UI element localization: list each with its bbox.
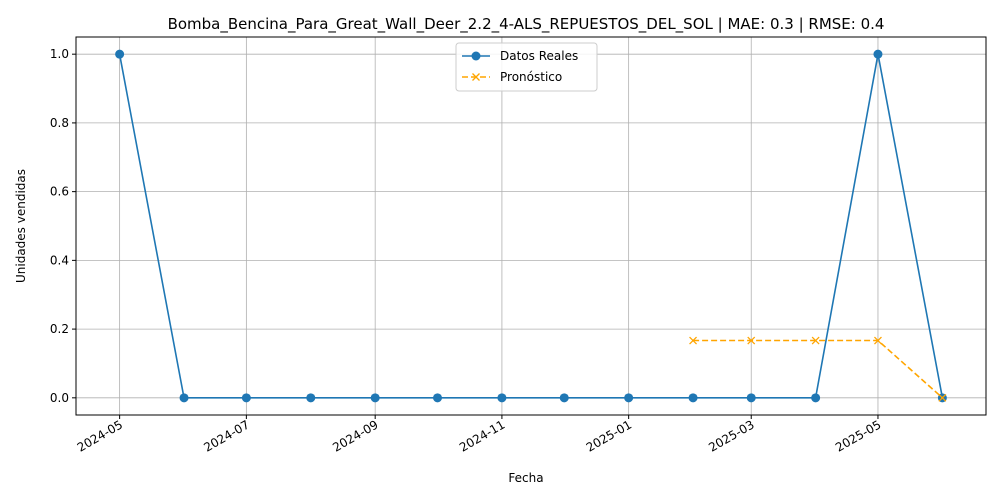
legend-box bbox=[455, 42, 598, 92]
x-tick-label: 2025-05 bbox=[833, 417, 883, 454]
x-tick-label: 2025-01 bbox=[584, 417, 634, 454]
data-point bbox=[115, 49, 125, 59]
forecast-point bbox=[811, 336, 820, 345]
data-point bbox=[688, 393, 698, 403]
x-tick-label: 2025-03 bbox=[706, 417, 756, 454]
x-marker-stroke bbox=[472, 73, 480, 81]
series-line-1 bbox=[118, 54, 944, 399]
legend-marker bbox=[472, 73, 480, 81]
x-marker-stroke bbox=[811, 336, 820, 345]
forecast-point bbox=[874, 336, 882, 345]
data-point bbox=[624, 393, 634, 403]
data-point bbox=[306, 393, 316, 403]
data-point bbox=[179, 393, 189, 403]
grid-lines bbox=[76, 37, 986, 415]
chart-title: Bomba_Bencina_Para_Great_Wall_Deer_2.2_4… bbox=[168, 15, 885, 34]
data-point bbox=[370, 393, 380, 403]
forecast-point bbox=[689, 336, 698, 345]
data-point bbox=[873, 49, 883, 59]
legend-marker bbox=[471, 51, 481, 61]
y-tick-label: 0.0 bbox=[50, 391, 69, 405]
forecast-point bbox=[938, 393, 947, 402]
y-tick-label: 0.2 bbox=[50, 322, 69, 336]
y-tick-label: 1.0 bbox=[50, 47, 69, 61]
data-point bbox=[811, 393, 821, 403]
y-tick-label: 0.4 bbox=[50, 253, 69, 267]
y-tick-label: 0.6 bbox=[50, 185, 69, 199]
x-tick-label: 2024-05 bbox=[75, 417, 125, 454]
data-point bbox=[559, 393, 569, 403]
y-axis-title: Unidades vendidas bbox=[14, 169, 28, 283]
y-tick-label: 0.8 bbox=[50, 116, 69, 130]
x-tick-label: 2024-09 bbox=[330, 417, 380, 454]
x-marker-stroke bbox=[938, 393, 947, 402]
data-point bbox=[241, 393, 251, 403]
x-axis-title: Fecha bbox=[508, 471, 543, 485]
legend-label: Datos Reales bbox=[500, 49, 578, 63]
x-marker-stroke bbox=[689, 336, 698, 345]
x-marker-stroke bbox=[874, 336, 882, 345]
x-tick-label: 2024-11 bbox=[457, 417, 507, 454]
data-point bbox=[746, 393, 756, 403]
series-layer bbox=[115, 49, 947, 403]
axis-ticks: 0.0 0.2 0.4 0.6 0.8 1.0 2024-05 2024-07 2024-09 2… bbox=[50, 47, 884, 454]
x-tick-label: 2024-07 bbox=[201, 417, 251, 454]
plot-frame bbox=[75, 36, 987, 416]
legend-label: Pronóstico bbox=[500, 70, 562, 84]
data-point bbox=[497, 393, 507, 403]
forecast-point bbox=[747, 336, 756, 345]
legend: Datos Reales Pronóstico bbox=[455, 42, 598, 92]
x-marker-stroke bbox=[747, 336, 756, 345]
data-point bbox=[433, 393, 443, 403]
